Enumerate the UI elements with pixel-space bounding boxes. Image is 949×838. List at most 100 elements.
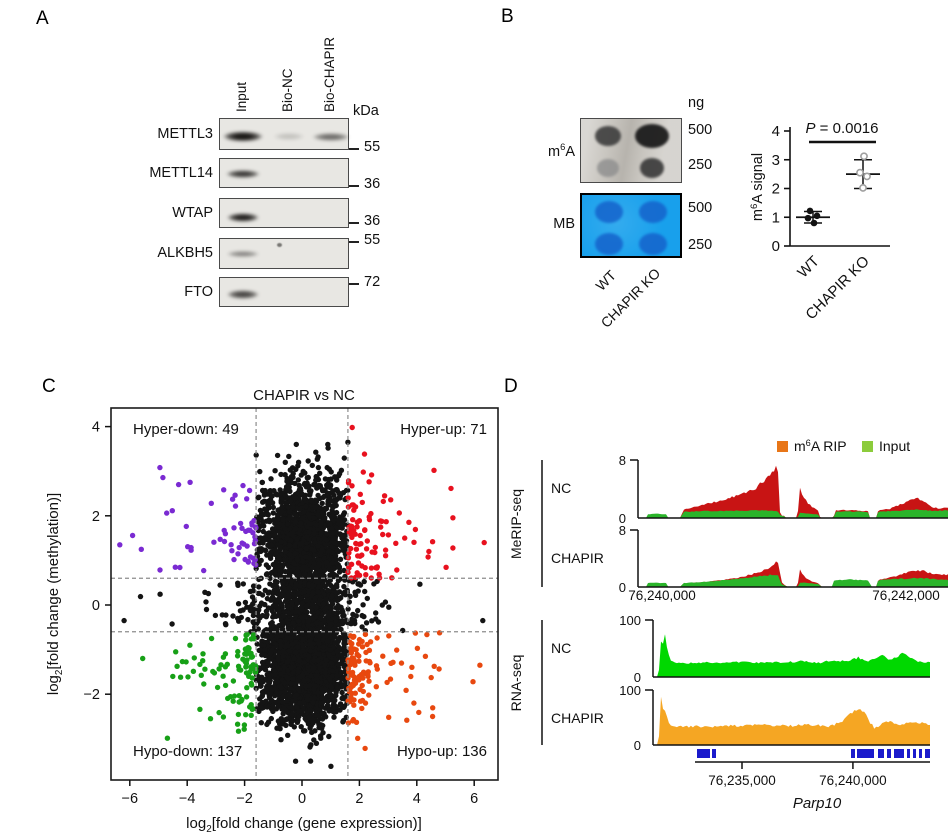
legend-swatch-m6a-rip [777, 441, 788, 452]
legend-label-m6a-rip: m6A RIP [794, 438, 847, 454]
track-ymin: 0 [634, 738, 641, 753]
quadrant-label-hyper-down: Hyper-down: 49 [133, 421, 239, 438]
p-value: P = 0.0016 [806, 120, 879, 137]
track-ymax: 8 [619, 523, 626, 538]
kda-marker-dash [349, 241, 359, 243]
track-label: NC [551, 480, 571, 496]
scatter-points-black [121, 439, 486, 769]
mb-dot [639, 233, 668, 256]
x-tick-label: −4 [179, 791, 196, 807]
gene-exon [919, 749, 922, 758]
y-tick-label: 3 [772, 152, 780, 169]
blot-box [218, 118, 354, 150]
protein-label: FTO [184, 284, 213, 300]
data-point-filled [813, 212, 821, 220]
blot-band [307, 131, 354, 142]
panel-c-scatter-chart: −6 −4 −2 0 2 4 6 −2 0 2 4 CHAPIR vs NC log2[fold cha… [45, 387, 499, 835]
m6a-dot-blot [580, 118, 682, 183]
gene-coord-label: 76,235,000 [708, 773, 776, 788]
gene-exon [697, 749, 710, 758]
chart-title: CHAPIR vs NC [253, 387, 355, 404]
blot-band [218, 130, 269, 144]
rna-chapir-area [653, 696, 930, 745]
data-point-open [856, 168, 864, 177]
scatter-points-hypo-down [140, 631, 259, 741]
rna-group-label: RNA-seq [508, 655, 524, 712]
x-tick-label: 6 [470, 791, 478, 807]
lane-label: Bio-NC [279, 68, 295, 112]
track-label: NC [551, 640, 571, 656]
quadrant-label-hypo-down: Hypo-down: 137 [133, 743, 242, 760]
data-point-open [863, 172, 871, 181]
kda-marker-value: 36 [364, 213, 381, 229]
y-tick-label: 0 [92, 598, 100, 614]
quadrant-label-hyper-up: Hyper-up: 71 [400, 421, 487, 438]
amount-label: 250 [688, 237, 713, 253]
merip-nc-input-area [638, 509, 948, 518]
blot-band [223, 212, 264, 224]
amount-label: 500 [688, 200, 713, 216]
scatter-points-hyper-down [117, 464, 259, 574]
y-tick-label: −2 [83, 687, 100, 703]
x-tick-label: −2 [236, 791, 253, 807]
data-point-open [860, 152, 868, 161]
track-ymin: 0 [619, 511, 626, 526]
scatter-points-hypo-up [345, 630, 483, 752]
x-axis-title: log2[fold change (gene expression)] [186, 815, 422, 835]
m6a-dot [596, 159, 619, 178]
gene-exon [894, 749, 904, 758]
track-ymax: 100 [619, 613, 641, 628]
panel-a-western-blots: METTL3 55 METTL14 36 WTAP 36 ALKBH5 55 FTO 72 Inpu… [30, 10, 460, 330]
lane-label: Input [234, 81, 250, 112]
kda-marker-value: 72 [364, 274, 381, 290]
gene-exon [712, 749, 716, 758]
data-point-filled [810, 219, 818, 227]
m6a-dot [635, 123, 670, 148]
y-axis-title: m6A signal [749, 153, 766, 221]
scatter-points-hyper-up [345, 424, 487, 581]
track-ymax: 8 [619, 453, 626, 468]
kda-marker-dash [349, 148, 359, 150]
mb-dot [639, 200, 668, 223]
panel-c-label: C [42, 376, 56, 397]
quadrant-label-hypo-up: Hypo-up: 136 [397, 743, 487, 760]
amount-label: 500 [688, 122, 713, 138]
mb-dot-blot [580, 193, 682, 258]
gene-exon [878, 749, 884, 758]
y-tick-label: 2 [92, 509, 100, 525]
mb-dot [594, 200, 623, 223]
kda-marker-value: 55 [364, 232, 381, 248]
data-point-filled [806, 207, 814, 215]
ng-header: ng [688, 95, 705, 111]
gene-exon [925, 749, 930, 758]
kda-marker-dash [349, 185, 359, 187]
gene-exon [857, 749, 874, 758]
track-label: CHAPIR [551, 710, 604, 726]
amount-label: 250 [688, 157, 713, 173]
rna-nc-area [653, 634, 930, 677]
panel-b-dot-blot-and-quantification: m6A MB ng 500 250 500 250 WT CHAPIR KO 0 1 2 3 4 WT CHA… [470, 0, 949, 345]
blot-box [219, 238, 349, 269]
y-tick-label: 4 [92, 420, 100, 436]
panel-b-label: B [501, 6, 514, 27]
blot-band [223, 249, 264, 258]
m6a-dot [594, 125, 621, 146]
gene-coord-label: 76,240,000 [819, 773, 887, 788]
protein-label: ALKBH5 [157, 245, 213, 261]
blot-box [219, 158, 349, 188]
blot-speck [276, 243, 282, 247]
protein-label: WTAP [172, 205, 213, 221]
gene-exon [907, 749, 910, 758]
protein-label: METTL14 [149, 165, 213, 181]
merip-nc-rip-area [638, 465, 948, 518]
kda-marker-dash [349, 283, 359, 285]
m6a-dot [640, 158, 665, 179]
track-ymin: 0 [634, 670, 641, 685]
kda-marker-dash [349, 222, 359, 224]
x-tick-label: 0 [298, 791, 306, 807]
column-label: WT [592, 267, 620, 294]
panel-d-label: D [504, 376, 518, 397]
